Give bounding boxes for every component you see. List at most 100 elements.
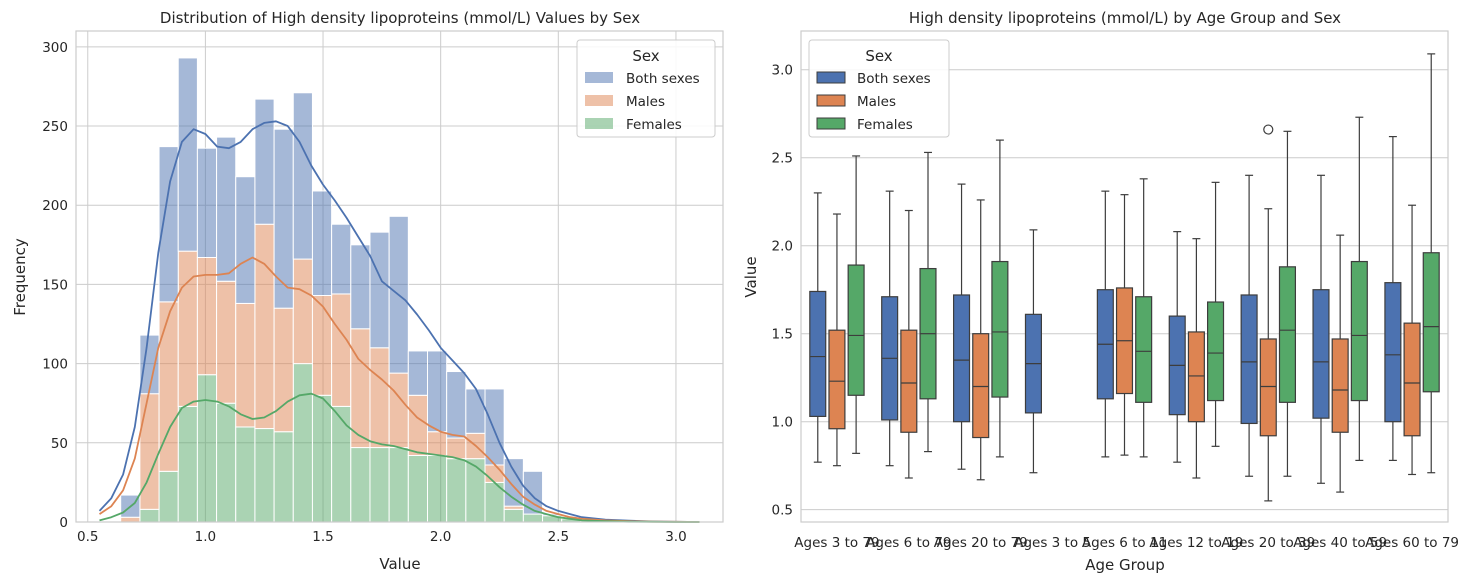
histogram-y-tick-label: 200 bbox=[42, 198, 68, 214]
kde-line-both-sexes bbox=[98, 120, 700, 523]
box-body bbox=[1384, 282, 1402, 423]
box-ages-20-to-79-males bbox=[972, 199, 990, 481]
histogram-bar-females-2 bbox=[158, 470, 179, 523]
histogram-y-tick-label: 150 bbox=[42, 277, 68, 293]
histogram-bar-females-9 bbox=[292, 363, 313, 523]
boxplot-x-tick-label: Ages 3 to 79 bbox=[794, 535, 879, 551]
histogram-y-ticks: 0 50 100 150 200 250 300 bbox=[42, 40, 68, 531]
histogram-bar-males-11 bbox=[331, 293, 352, 407]
kde-line-females bbox=[99, 392, 700, 523]
histogram-bar-males-9 bbox=[292, 258, 313, 365]
box-ages-3-to-79-males bbox=[828, 213, 846, 467]
histogram-bar-females-20 bbox=[503, 508, 524, 523]
histogram-bar-both-sexes-7 bbox=[254, 98, 275, 225]
box-ages-6-to-79-females bbox=[919, 151, 937, 453]
boxplot-x-tick-label: Ages 3 to 5 bbox=[1014, 535, 1091, 551]
boxplot-x-tick-label: Ages 60 to 79 bbox=[1365, 535, 1459, 551]
histogram-x-tick-label: 0.5 bbox=[77, 529, 98, 545]
box-body bbox=[1350, 260, 1368, 402]
box-body bbox=[1240, 294, 1258, 425]
histogram-bar-females-21 bbox=[522, 513, 544, 523]
box-body bbox=[1403, 322, 1421, 437]
histogram-bar-both-sexes-5 bbox=[216, 136, 237, 282]
box-ages-60-to-79-both-sexes bbox=[1384, 135, 1402, 462]
histogram-y-label: Frequency bbox=[11, 238, 29, 316]
histogram-bar-both-sexes-19 bbox=[484, 388, 505, 466]
histogram-legend-title: Sex bbox=[632, 47, 659, 65]
boxplot-legend-label-both-sexes: Both sexes bbox=[857, 71, 931, 87]
box-body bbox=[1278, 266, 1297, 403]
histogram-bar-females-4 bbox=[196, 374, 218, 523]
boxplot-y-tick-label: 2.0 bbox=[772, 239, 793, 255]
box-body bbox=[1331, 338, 1349, 433]
boxplot-legend-swatch-females bbox=[816, 117, 846, 130]
histogram-bar-both-sexes-3 bbox=[177, 57, 198, 252]
boxplot-legend-items: Both sexes Males Females bbox=[816, 71, 931, 133]
histogram-bar-both-sexes-1 bbox=[139, 334, 160, 395]
box-ages-40-to-59-both-sexes bbox=[1312, 174, 1330, 484]
histogram-bar-males-14 bbox=[388, 372, 409, 449]
histogram-bar-both-sexes-21 bbox=[522, 470, 544, 515]
histogram-bar-males-1 bbox=[139, 393, 160, 510]
box-ages-20-to-79-both-sexes bbox=[952, 183, 971, 470]
histogram-panel: 0.5 1.0 1.5 2.0 2.5 3.0 0 50 100 150 200 250 300 Di… bbox=[11, 9, 724, 573]
boxplot-y-tick-label: 1.0 bbox=[772, 415, 793, 431]
histogram-legend-swatch-males bbox=[585, 95, 613, 106]
box-ages-6-to-79-males bbox=[900, 209, 918, 479]
boxplot-x-tick-label: Ages 6 to 11 bbox=[1082, 535, 1167, 551]
boxplot-x-tick-label: Ages 20 to 79 bbox=[934, 535, 1028, 551]
histogram-bar-females-18 bbox=[465, 458, 486, 523]
histogram-bar-males-17 bbox=[446, 437, 467, 460]
boxplot-legend-title: Sex bbox=[865, 47, 892, 65]
histogram-bar-females-13 bbox=[369, 447, 390, 523]
histogram-bar-females-16 bbox=[426, 454, 448, 523]
box-ages-12-to-19-both-sexes bbox=[1168, 231, 1186, 463]
histogram-bar-females-3 bbox=[177, 405, 198, 523]
histogram-x-tick-label: 1.0 bbox=[195, 529, 216, 545]
box-ages-6-to-11-both-sexes bbox=[1096, 190, 1114, 458]
boxplot-title: High density lipoproteins (mmol/L) by Ag… bbox=[909, 9, 1341, 27]
histogram-bar-both-sexes-4 bbox=[196, 147, 218, 258]
box-body bbox=[1422, 252, 1440, 393]
box-ages-20-to-39-females bbox=[1278, 130, 1297, 477]
histogram-y-tick-label: 50 bbox=[51, 436, 68, 452]
histogram-legend-label-females: Females bbox=[626, 117, 682, 133]
boxplot-legend-swatch-males bbox=[816, 94, 846, 107]
boxplot-y-ticks: 0.5 1.0 1.5 2.0 2.5 3.0 bbox=[772, 63, 793, 519]
boxplot-legend-label-males: Males bbox=[857, 94, 896, 110]
box-ages-6-to-11-males bbox=[1115, 194, 1134, 456]
histogram-y-tick-label: 300 bbox=[42, 40, 68, 56]
boxplot-y-tick-label: 0.5 bbox=[772, 503, 793, 519]
histogram-bar-males-15 bbox=[407, 394, 428, 456]
histogram-bar-both-sexes-6 bbox=[235, 176, 256, 304]
histogram-bar-both-sexes-8 bbox=[273, 128, 294, 309]
box-body bbox=[828, 329, 846, 430]
boxplot-frame bbox=[800, 30, 1449, 523]
histogram-x-tick-label: 3.0 bbox=[665, 529, 686, 545]
kde-line-males bbox=[98, 256, 700, 523]
box-ages-40-to-59-females bbox=[1350, 116, 1368, 462]
histogram-bars bbox=[120, 57, 697, 523]
box-ages-3-to-5-both-sexes bbox=[1024, 229, 1042, 474]
box-body bbox=[972, 333, 990, 439]
boxplot-y-tick-label: 2.5 bbox=[772, 151, 793, 167]
histogram-bar-males-6 bbox=[235, 302, 256, 428]
histogram-bar-both-sexes-18 bbox=[465, 388, 486, 434]
box-ages-12-to-19-males bbox=[1187, 238, 1205, 479]
histogram-bar-males-16 bbox=[426, 431, 448, 456]
box-ages-40-to-59-males bbox=[1331, 234, 1349, 493]
box-ages-60-to-79-females bbox=[1422, 53, 1440, 474]
boxplot-y-tick-label: 1.5 bbox=[772, 327, 793, 343]
histogram-bar-males-7 bbox=[254, 223, 275, 430]
histogram-bar-both-sexes-10 bbox=[311, 190, 333, 297]
boxplot-y-label: Value bbox=[742, 256, 760, 297]
histogram-y-tick-label: 250 bbox=[42, 119, 68, 135]
histogram-frame bbox=[75, 30, 724, 523]
box-body bbox=[847, 264, 865, 396]
histogram-bar-females-17 bbox=[446, 458, 467, 523]
box-body bbox=[1187, 331, 1205, 423]
histogram-bar-both-sexes-17 bbox=[446, 371, 467, 439]
histogram-bar-both-sexes-11 bbox=[331, 223, 352, 295]
outlier-point-0 bbox=[1263, 124, 1274, 135]
